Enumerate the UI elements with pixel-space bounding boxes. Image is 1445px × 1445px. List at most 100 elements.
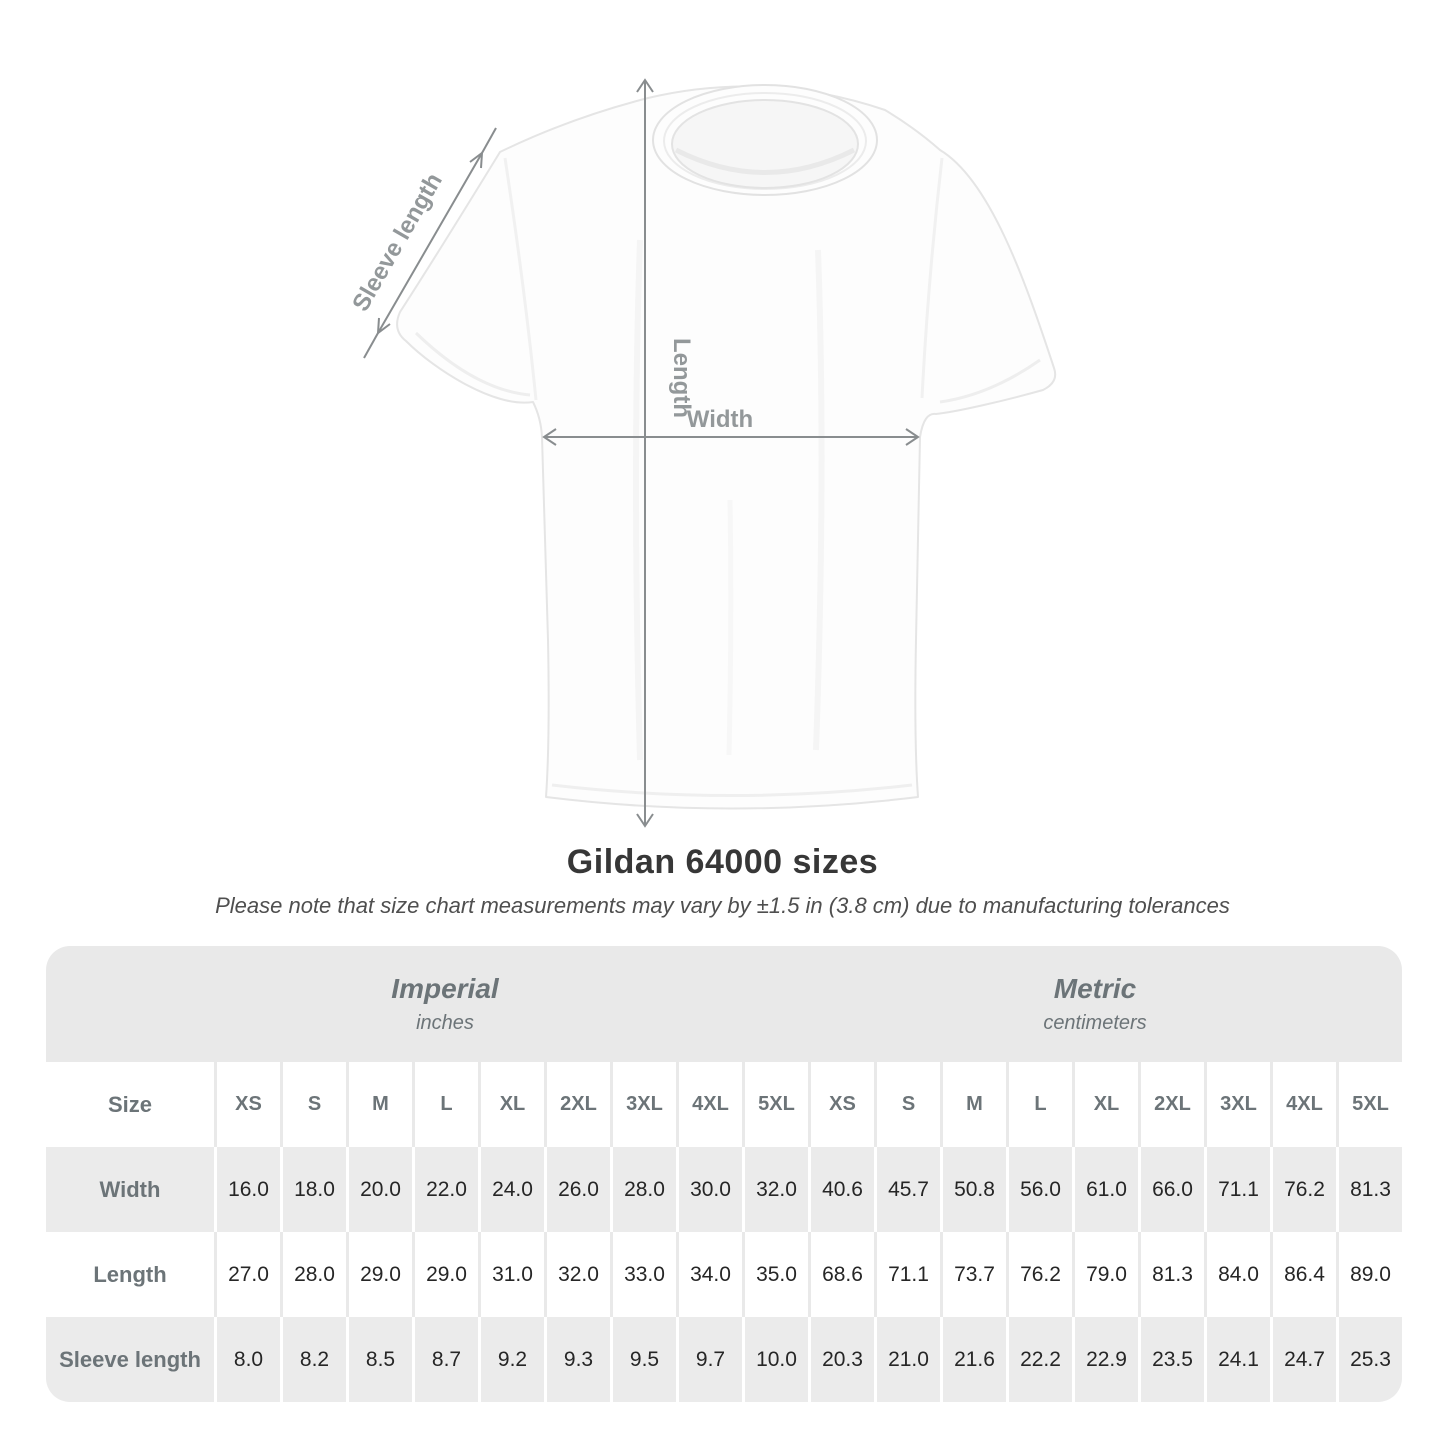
value-cell: 26.0	[547, 1147, 610, 1232]
sleeve-length-arrow	[363, 127, 497, 359]
value-cell: 24.0	[481, 1147, 544, 1232]
size-col-header: 5XL	[745, 1062, 808, 1147]
size-col-header: XS	[811, 1062, 874, 1147]
value-cell: 10.0	[745, 1317, 808, 1402]
value-cell: 86.4	[1273, 1232, 1336, 1317]
value-cell: 73.7	[943, 1232, 1006, 1317]
wrinkle	[726, 499, 734, 756]
value-cell: 32.0	[745, 1147, 808, 1232]
size-corner-label: Size	[46, 1062, 214, 1147]
value-cell: 29.0	[349, 1232, 412, 1317]
row-label: Width	[46, 1147, 214, 1232]
size-col-header: M	[943, 1062, 1006, 1147]
value-cell: 89.0	[1339, 1232, 1402, 1317]
metric-label: Metric	[1053, 973, 1137, 1004]
size-col-header: 4XL	[1273, 1062, 1336, 1147]
value-cell: 25.3	[1339, 1317, 1402, 1402]
wrinkle	[633, 239, 643, 761]
value-cell: 20.0	[349, 1147, 412, 1232]
value-cell: 22.0	[415, 1147, 478, 1232]
value-cell: 24.1	[1207, 1317, 1270, 1402]
right-cuff-seam	[939, 358, 1041, 404]
value-cell: 8.2	[283, 1317, 346, 1402]
tshirt-body	[396, 85, 1057, 810]
row-label: Length	[46, 1232, 214, 1317]
size-col-header: S	[283, 1062, 346, 1147]
value-cell: 9.3	[547, 1317, 610, 1402]
size-col-header: 3XL	[1207, 1062, 1270, 1147]
value-cell: 71.1	[877, 1232, 940, 1317]
wrinkle	[813, 249, 825, 751]
collar-inner-shadow	[674, 147, 856, 175]
metric-unit: centimeters	[1043, 1012, 1147, 1034]
width-label: Width	[687, 406, 753, 433]
value-cell: 9.7	[679, 1317, 742, 1402]
imperial-label: Imperial	[391, 973, 499, 1004]
value-cell: 22.2	[1009, 1317, 1072, 1402]
page-subtitle: Please note that size chart measurements…	[215, 893, 1230, 918]
hem-seam	[551, 783, 913, 797]
value-cell: 33.0	[613, 1232, 676, 1317]
tshirt-diagram: Sleeve length Length Width	[347, 78, 1057, 828]
value-cell: 20.3	[811, 1317, 874, 1402]
value-cell: 35.0	[745, 1232, 808, 1317]
page-title: Gildan 64000 sizes	[566, 843, 879, 881]
size-col-header: L	[415, 1062, 478, 1147]
size-col-header: XL	[1075, 1062, 1138, 1147]
tshirt-illustration	[396, 84, 1057, 810]
value-cell: 84.0	[1207, 1232, 1270, 1317]
value-cell: 40.6	[811, 1147, 874, 1232]
value-cell: 81.3	[1339, 1147, 1402, 1232]
sleeve-length-row: Sleeve length 8.0 8.2 8.5 8.7 9.2 9.3 9.…	[46, 1317, 1402, 1402]
unit-group-header: Imperial inches Metric centimeters	[46, 946, 1402, 1062]
value-cell: 8.0	[217, 1317, 280, 1402]
value-cell: 21.0	[877, 1317, 940, 1402]
value-cell: 21.6	[943, 1317, 1006, 1402]
imperial-unit: inches	[416, 1012, 474, 1034]
size-col-header: XS	[217, 1062, 280, 1147]
dimension-annotations	[363, 78, 920, 828]
size-col-header: 3XL	[613, 1062, 676, 1147]
length-arrow	[636, 78, 654, 828]
size-col-header: 4XL	[679, 1062, 742, 1147]
value-cell: 31.0	[481, 1232, 544, 1317]
size-col-header: L	[1009, 1062, 1072, 1147]
value-cell: 71.1	[1207, 1147, 1270, 1232]
value-cell: 32.0	[547, 1232, 610, 1317]
value-cell: 8.5	[349, 1317, 412, 1402]
size-col-header: S	[877, 1062, 940, 1147]
imperial-group-header: Imperial inches	[46, 946, 810, 1062]
size-header-row: Size XS S M L XL 2XL 3XL 4XL 5XL XS S M …	[46, 1062, 1402, 1147]
row-label: Sleeve length	[46, 1317, 214, 1402]
value-cell: 28.0	[283, 1232, 346, 1317]
size-col-header: 2XL	[1141, 1062, 1204, 1147]
value-cell: 23.5	[1141, 1317, 1204, 1402]
value-cell: 76.2	[1273, 1147, 1336, 1232]
value-cell: 24.7	[1273, 1317, 1336, 1402]
length-label: Length	[668, 338, 695, 418]
value-cell: 16.0	[217, 1147, 280, 1232]
value-cell: 29.0	[415, 1232, 478, 1317]
length-row: Length 27.0 28.0 29.0 29.0 31.0 32.0 33.…	[46, 1232, 1402, 1317]
value-cell: 9.5	[613, 1317, 676, 1402]
left-armhole-seam	[503, 157, 538, 401]
value-cell: 22.9	[1075, 1317, 1138, 1402]
value-cell: 79.0	[1075, 1232, 1138, 1317]
value-cell: 30.0	[679, 1147, 742, 1232]
size-col-header: M	[349, 1062, 412, 1147]
value-cell: 18.0	[283, 1147, 346, 1232]
value-cell: 28.0	[613, 1147, 676, 1232]
right-armhole-seam	[920, 157, 944, 399]
value-cell: 66.0	[1141, 1147, 1204, 1232]
size-col-header: 2XL	[547, 1062, 610, 1147]
value-cell: 8.7	[415, 1317, 478, 1402]
value-cell: 50.8	[943, 1147, 1006, 1232]
value-cell: 76.2	[1009, 1232, 1072, 1317]
value-cell: 56.0	[1009, 1147, 1072, 1232]
left-cuff-seam	[414, 331, 531, 397]
metric-group-header: Metric centimeters	[810, 946, 1402, 1062]
value-cell: 45.7	[877, 1147, 940, 1232]
size-col-header: 5XL	[1339, 1062, 1402, 1147]
width-row: Width 16.0 18.0 20.0 22.0 24.0 26.0 28.0…	[46, 1147, 1402, 1232]
